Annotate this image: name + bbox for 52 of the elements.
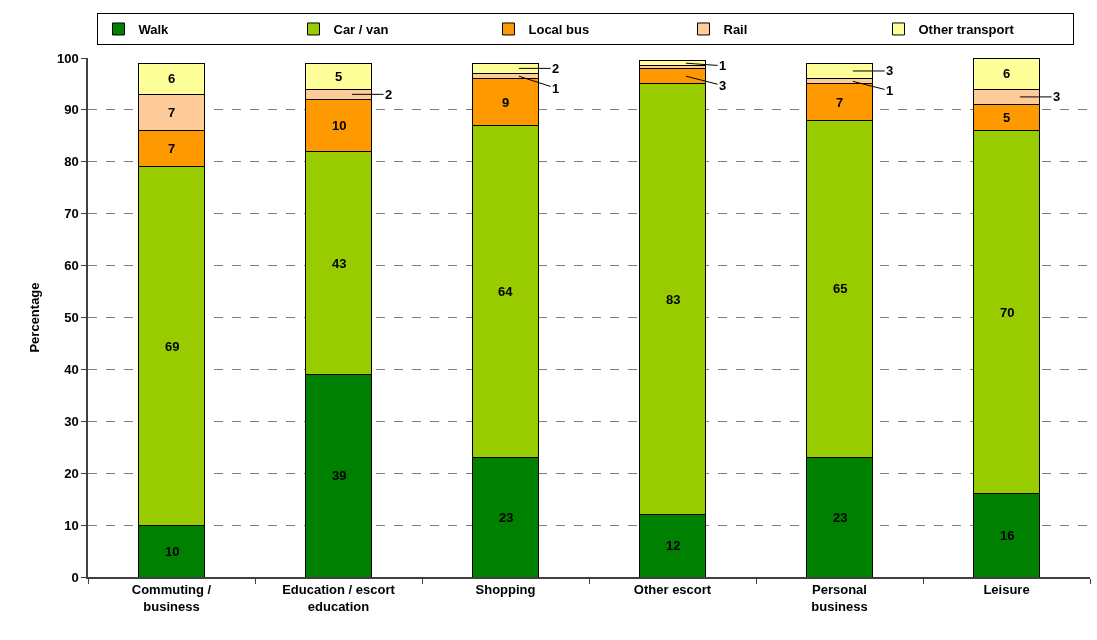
data-label: 69 xyxy=(165,339,180,354)
y-tick-label: 40 xyxy=(64,361,79,377)
y-tick-label: 70 xyxy=(64,206,79,222)
y-tick-label: 50 xyxy=(64,310,79,326)
data-label: 7 xyxy=(168,105,176,120)
y-tick-label: 20 xyxy=(64,465,79,481)
data-label: 10 xyxy=(332,118,347,133)
data-label: 2 xyxy=(385,87,393,102)
data-label: 12 xyxy=(666,538,681,553)
x-tick-label: Education / escort education xyxy=(282,582,396,615)
data-label: 3 xyxy=(719,78,727,93)
y-tick-label: 60 xyxy=(64,258,79,274)
y-tick-label: 100 xyxy=(56,50,79,66)
data-label: 1 xyxy=(552,81,560,96)
y-tick-label: 10 xyxy=(64,517,79,533)
legend-label: Rail xyxy=(723,22,748,38)
data-label: 23 xyxy=(833,510,848,525)
data-label: 6 xyxy=(1003,66,1011,81)
data-label: 70 xyxy=(1000,305,1015,320)
data-label: 9 xyxy=(502,95,510,110)
legend-label: Walk xyxy=(138,22,170,38)
legend-label: Other transport xyxy=(918,22,1015,38)
y-tick-label: 30 xyxy=(64,413,79,429)
x-tick-label: Leisure xyxy=(983,582,1030,598)
data-label: 65 xyxy=(833,281,848,296)
y-tick-label: 0 xyxy=(71,569,79,585)
data-label: 10 xyxy=(165,544,180,559)
x-tick-label: Other escort xyxy=(633,582,712,598)
data-label: 16 xyxy=(1000,528,1015,543)
legend-label: Local bus xyxy=(528,22,590,38)
y-tick-label: 90 xyxy=(64,102,79,118)
data-label: 5 xyxy=(1003,110,1011,125)
x-tick-label: Personal business xyxy=(811,582,868,615)
data-label: 39 xyxy=(332,468,347,483)
y-axis-title: Percentage xyxy=(27,282,43,353)
data-label: 64 xyxy=(498,284,514,299)
legend-label: Car / van xyxy=(333,22,389,38)
data-label: 1 xyxy=(886,83,894,98)
data-label: 23 xyxy=(499,510,514,525)
y-tick-label: 80 xyxy=(64,154,79,170)
data-label: 83 xyxy=(666,292,681,307)
data-label: 6 xyxy=(168,71,176,86)
data-label: 3 xyxy=(1053,89,1061,104)
x-tick-label: Shopping xyxy=(475,582,536,598)
data-label: 5 xyxy=(335,69,343,84)
x-tick-label: Commuting / business xyxy=(131,582,212,615)
data-label: 43 xyxy=(332,256,347,271)
data-label: 3 xyxy=(886,63,894,78)
data-label: 1 xyxy=(719,58,727,73)
data-label: 2 xyxy=(552,61,560,76)
data-label: 7 xyxy=(168,141,176,156)
data-label: 7 xyxy=(836,95,844,110)
